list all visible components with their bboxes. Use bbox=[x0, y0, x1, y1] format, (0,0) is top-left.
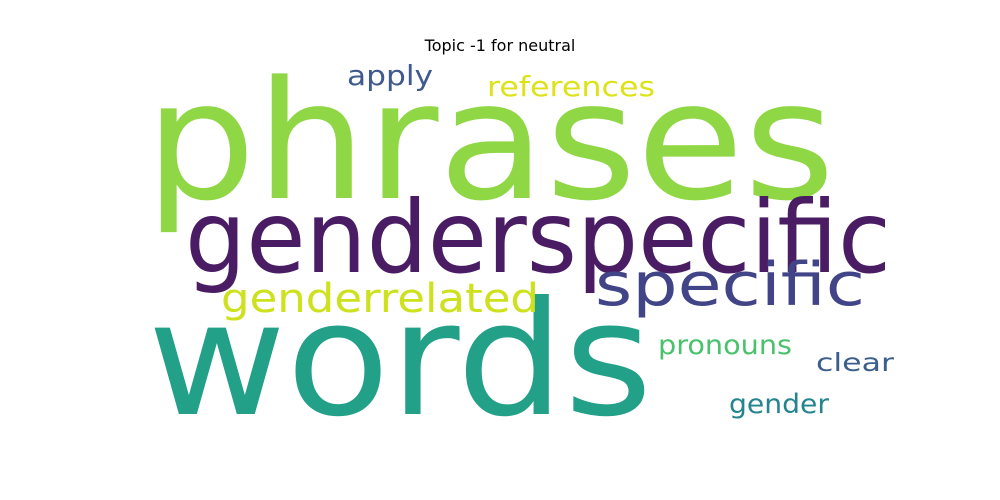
word-pronouns: pronouns bbox=[658, 330, 792, 361]
word-gender: gender bbox=[729, 389, 830, 420]
word-apply: apply bbox=[347, 59, 433, 92]
chart-title: Topic -1 for neutral bbox=[424, 36, 576, 55]
word-genderrelated: genderrelated bbox=[221, 276, 539, 322]
word-genderspecific: genderspecific bbox=[185, 179, 891, 296]
word-words: words bbox=[148, 268, 653, 452]
word-specific: specific bbox=[595, 250, 865, 320]
word-references: references bbox=[487, 70, 655, 103]
word-clear: clear bbox=[816, 348, 895, 377]
word-phrases: phrases bbox=[145, 46, 835, 237]
